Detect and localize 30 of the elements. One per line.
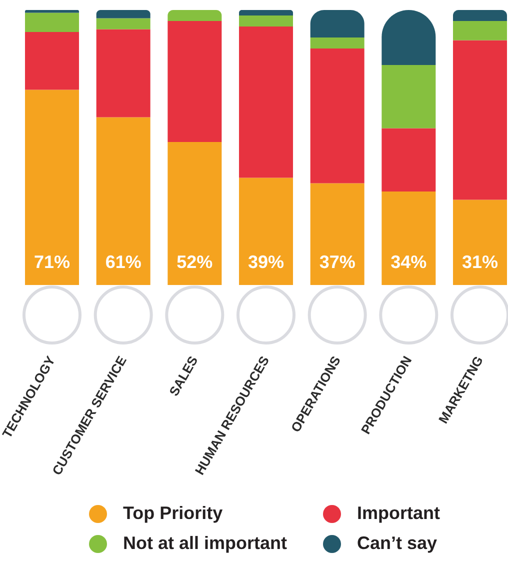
data-label: 31% (462, 252, 498, 272)
legend-label: Important (357, 503, 440, 523)
legend-label: Top Priority (123, 503, 223, 523)
data-label: 37% (319, 252, 356, 272)
bar (310, 48, 364, 184)
legend-label: Not at all important (123, 533, 288, 553)
data-label: 34% (390, 252, 427, 272)
bar (96, 10, 150, 18)
bar (239, 10, 293, 16)
bar (382, 128, 436, 192)
bar (25, 10, 79, 13)
data-label: 39% (248, 252, 284, 272)
data-label: 52% (176, 252, 213, 272)
legend-label: Can’t say (357, 533, 438, 553)
bar (453, 10, 507, 21)
bar (168, 21, 222, 142)
bar (453, 40, 507, 200)
bar (310, 10, 364, 38)
bar (25, 12, 79, 32)
bar (239, 26, 293, 178)
data-label: 61% (105, 252, 142, 272)
bar (25, 32, 79, 90)
data-label: 71% (34, 252, 70, 272)
bar (310, 38, 364, 48)
bar (453, 21, 507, 40)
bar (168, 10, 222, 21)
bar (382, 65, 436, 128)
bar (239, 16, 293, 26)
bar (96, 29, 150, 118)
bar (96, 18, 150, 30)
